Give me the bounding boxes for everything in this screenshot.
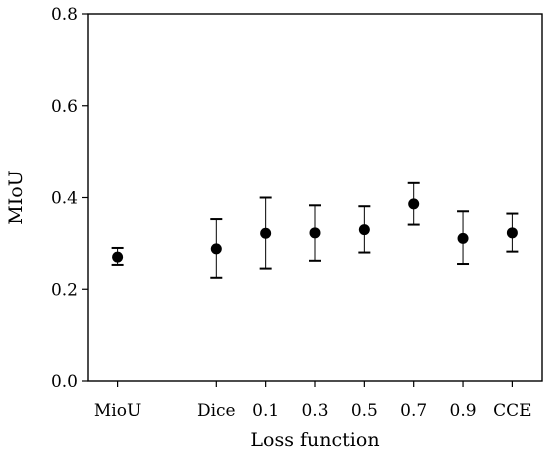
x-tick-label: 0.9 [450,401,477,421]
data-point [506,227,518,239]
y-tick-label: 0.4 [51,189,78,209]
y-tick-label: 0.0 [51,372,78,392]
y-axis: 0.0 0.2 0.4 0.6 0.8 [51,5,88,392]
y-tick-label: 0.2 [51,280,78,300]
data-point [457,232,469,244]
y-tick-label: 0.6 [51,97,78,117]
x-tick-label: 0.7 [400,401,427,421]
data-point [260,227,272,239]
data-point [408,198,420,210]
x-tick-label: MioU [94,401,141,421]
data-point [210,243,222,255]
data-point [112,251,124,263]
data-point [309,227,321,239]
y-axis-label: MIoU [5,170,27,224]
x-axis: MioU Dice 0.1 0.3 0.5 0.7 0.9 CCE [94,381,532,421]
data-points [112,198,518,263]
y-tick-label: 0.8 [51,5,78,25]
x-tick-label: 0.1 [252,401,279,421]
data-point [358,224,370,236]
plot-frame [87,13,543,382]
x-tick-label: CCE [493,401,531,421]
x-tick-label: 0.3 [301,401,328,421]
x-axis-label: Loss function [250,429,379,451]
x-tick-label: 0.5 [351,401,378,421]
x-tick-label: Dice [197,401,236,421]
